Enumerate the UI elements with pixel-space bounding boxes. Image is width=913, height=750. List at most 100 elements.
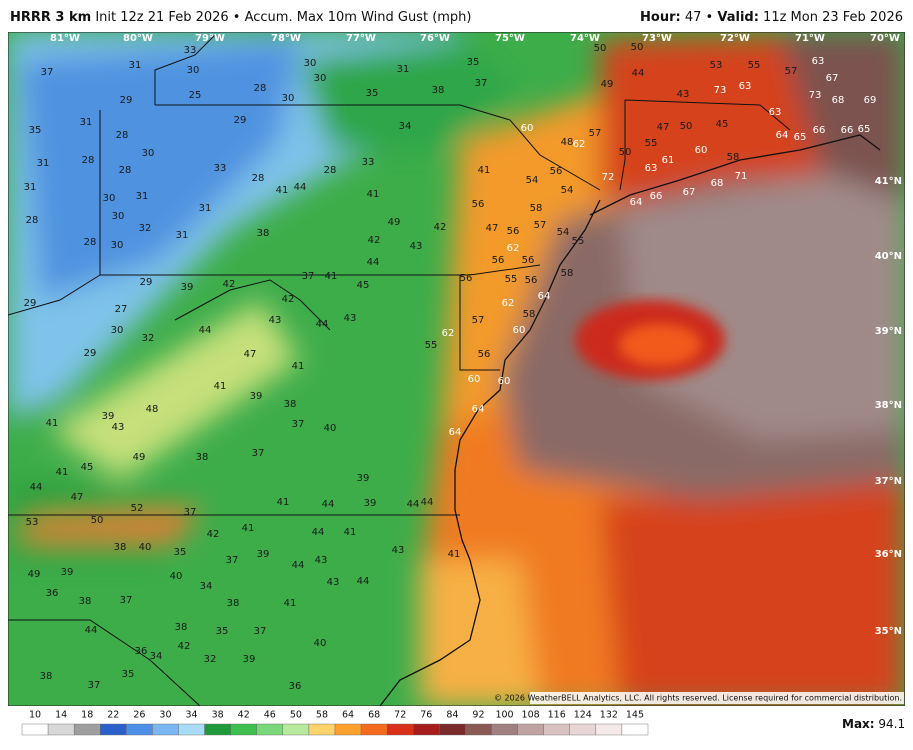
- station-value: 45: [81, 462, 94, 473]
- station-value: 57: [785, 66, 798, 77]
- station-value: 31: [136, 191, 149, 202]
- colorbar-segment: [100, 723, 127, 736]
- station-value: 62: [442, 328, 455, 339]
- station-value: 50: [631, 42, 644, 53]
- longitude-label: 79°W: [195, 33, 225, 44]
- station-value: 64: [776, 130, 789, 141]
- station-value: 56: [478, 349, 491, 360]
- max-text: Max: 94.1: [842, 717, 905, 731]
- latitude-label: 41°N: [875, 176, 902, 187]
- station-value: 37: [254, 626, 267, 637]
- station-value: 54: [526, 175, 539, 186]
- station-value: 57: [589, 128, 602, 139]
- station-value: 55: [748, 60, 761, 71]
- colorbar-tick-label: 58: [316, 710, 328, 721]
- station-value: 65: [794, 132, 807, 143]
- station-value: 29: [84, 348, 97, 359]
- hour-label: Hour:: [640, 10, 681, 25]
- station-value: 50: [594, 43, 607, 54]
- station-value: 33: [214, 163, 227, 174]
- station-value: 38: [79, 596, 92, 607]
- station-value: 30: [111, 325, 124, 336]
- colorbar-segment: [413, 723, 440, 736]
- colorbar-segment: [47, 723, 75, 736]
- station-value: 62: [573, 139, 586, 150]
- station-value: 73: [809, 90, 822, 101]
- station-value: 38: [175, 622, 188, 633]
- station-value: 39: [181, 282, 194, 293]
- station-value: 35: [122, 669, 135, 680]
- station-value: 27: [115, 304, 128, 315]
- station-value: 42: [434, 222, 447, 233]
- colorbar-tick-label: 84: [446, 710, 458, 721]
- station-value: 44: [30, 482, 43, 493]
- station-value: 63: [769, 107, 782, 118]
- colorbar-tick-label: 38: [212, 710, 224, 721]
- station-value: 43: [112, 422, 125, 433]
- copyright-bg: [530, 692, 904, 704]
- station-value: 43: [269, 315, 282, 326]
- station-value: 39: [357, 473, 370, 484]
- latitude-label: 40°N: [875, 251, 902, 262]
- longitude-label: 78°W: [271, 33, 301, 44]
- station-value: 53: [710, 60, 723, 71]
- station-value: 72: [602, 172, 615, 183]
- station-value: 64: [449, 427, 462, 438]
- colorbar-tick-label: 108: [522, 710, 540, 721]
- station-value: 29: [140, 277, 153, 288]
- model: HRRR 3 km: [10, 10, 91, 25]
- station-value: 67: [683, 187, 696, 198]
- station-value: 43: [392, 545, 405, 556]
- station-value: 30: [304, 58, 317, 69]
- colorbar-segment: [126, 723, 153, 736]
- longitude-label: 81°W: [50, 33, 80, 44]
- longitude-label: 74°W: [570, 33, 600, 44]
- longitude-label: 77°W: [346, 33, 376, 44]
- station-value: 31: [80, 117, 93, 128]
- station-value: 41: [448, 549, 461, 560]
- station-value: 43: [315, 555, 328, 566]
- colorbar-segment: [386, 723, 414, 736]
- colorbar-segment: [152, 723, 179, 736]
- station-value: 30: [187, 65, 200, 76]
- colorbar-segment: [491, 723, 518, 736]
- station-value: 58: [727, 152, 740, 163]
- valid-label: Valid:: [717, 10, 759, 25]
- colorbar-segment: [73, 723, 101, 736]
- station-value: 41: [344, 527, 357, 538]
- station-value: 56: [522, 255, 535, 266]
- station-value: 28: [324, 165, 337, 176]
- station-value: 64: [630, 197, 643, 208]
- latitude-label: 38°N: [875, 400, 902, 411]
- colorbar-tick-label: 42: [238, 710, 250, 721]
- header-text: HRRR 3 km Init 12z 21 Feb 2026 • Accum. …: [10, 10, 472, 25]
- colorbar-segment: [21, 723, 49, 736]
- colorbar-tick-label: 132: [600, 710, 618, 721]
- colorbar-tick-label: 22: [107, 710, 119, 721]
- colorbar-segment: [543, 723, 570, 736]
- station-value: 48: [146, 404, 159, 415]
- station-value: 44: [322, 499, 335, 510]
- station-value: 32: [142, 333, 155, 344]
- station-value: 39: [61, 567, 74, 578]
- colorbar-tick-label: 26: [133, 710, 145, 721]
- latitude-label: 39°N: [875, 326, 902, 337]
- station-value: 31: [24, 182, 37, 193]
- station-value: 30: [282, 93, 295, 104]
- station-value: 47: [486, 223, 499, 234]
- colorbar-tick-label: 30: [159, 710, 171, 721]
- station-value: 36: [289, 681, 302, 692]
- station-value: 55: [505, 274, 518, 285]
- hour: 47: [685, 10, 702, 25]
- latitude-label: 36°N: [875, 549, 902, 560]
- station-value: 32: [204, 654, 217, 665]
- station-value: 55: [425, 340, 438, 351]
- station-value: 66: [841, 125, 854, 136]
- station-value: 28: [252, 173, 265, 184]
- station-value: 35: [29, 125, 42, 136]
- station-value: 38: [432, 85, 445, 96]
- colorbar-tick-label: 10: [29, 710, 41, 721]
- colorbar-tick-label: 68: [368, 710, 380, 721]
- colorbar: 10 14 18 22 26 30 34 38 42 46 50 58 64 68 72 76 84 92 100 1…: [21, 710, 649, 736]
